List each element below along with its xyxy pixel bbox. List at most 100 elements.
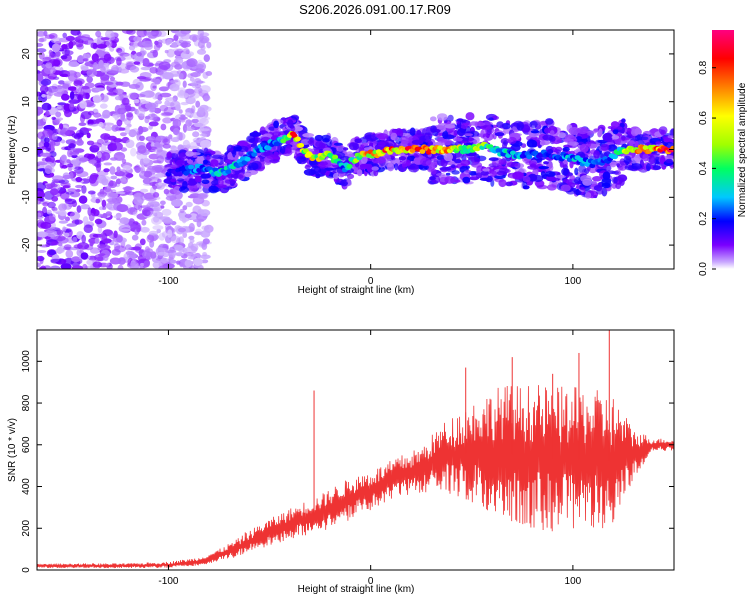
noise-blob [41,94,46,98]
halo-blob [472,136,480,144]
noise-blob [199,32,210,37]
noise-blob [140,165,145,174]
halo-blob [631,163,643,170]
noise-blob [37,231,48,238]
noise-blob [155,172,165,178]
noise-blob [178,109,183,114]
halo-blob [287,119,294,128]
noise-blob [37,182,46,191]
noise-blob [184,213,192,219]
noise-blob [37,191,46,198]
noise-blob [158,86,169,92]
halo-blob [488,157,499,162]
halo-blob [592,176,602,182]
halo-blob [496,121,504,129]
noise-blob [69,71,75,77]
noise-blob [94,237,100,244]
halo-blob [560,184,571,192]
halo-blob [629,157,641,164]
noise-blob [102,122,114,126]
noise-blob [105,202,113,209]
noise-blob [163,138,169,143]
noise-blob [37,124,44,130]
halo-blob [177,178,185,182]
ridge-point [225,169,232,175]
noise-blob [103,254,109,262]
noise-blob [49,151,57,158]
halo-blob [576,127,589,135]
halo-blob [405,159,411,167]
noise-blob [170,235,181,244]
halo-blob [498,167,509,174]
noise-blob [188,222,195,232]
halo-blob [430,168,437,175]
noise-blob [40,37,47,42]
halo-blob [598,128,603,137]
halo-blob [233,174,244,179]
noise-blob [156,145,163,153]
noise-blob [184,112,191,116]
ridge-point [265,145,272,151]
noise-blob [63,103,71,112]
noise-blob [37,106,44,115]
halo-blob [304,165,311,170]
noise-blob [43,141,50,148]
halo-blob [175,159,185,167]
halo-blob [530,130,540,134]
noise-blob [78,157,89,162]
noise-blob [178,116,188,120]
noise-blob [187,195,197,199]
halo-blob [646,163,651,172]
noise-blob [115,81,124,86]
noise-blob [179,208,185,214]
halo-blob [593,185,603,191]
noise-blob [82,263,88,269]
halo-blob [540,171,546,177]
noise-blob [191,118,199,124]
noise-blob [82,128,93,132]
noise-blob [39,85,49,94]
noise-blob [52,175,64,181]
noise-blob [137,145,147,154]
noise-blob [171,199,183,207]
halo-blob [465,165,470,169]
noise-blob [95,87,105,92]
noise-blob [68,102,75,111]
noise-blob [113,215,122,219]
noise-blob [119,228,131,232]
noise-blob [81,185,87,194]
noise-blob [116,119,123,127]
noise-blob [66,159,71,164]
noise-blob [118,222,125,226]
noise-blob [110,32,119,38]
halo-blob [616,163,621,167]
noise-blob [117,264,124,269]
halo-blob [623,155,632,164]
halo-blob [342,147,349,151]
noise-blob [154,40,159,46]
noise-blob [91,53,99,62]
noise-blob [158,61,171,70]
halo-blob [652,165,661,170]
noise-blob [68,40,74,49]
noise-blob [152,225,164,231]
halo-blob [447,114,454,122]
noise-blob [128,92,138,100]
halo-blob [439,166,452,171]
colorbar-gradient [712,30,734,269]
noise-blob [125,244,132,251]
halo-blob [179,186,189,193]
noise-blob [64,232,70,238]
noise-blob [134,164,141,174]
halo-blob [561,167,569,176]
noise-blob [203,95,211,101]
noise-blob [201,259,209,264]
halo-blob [648,155,656,165]
noise-blob [38,51,45,60]
halo-blob [307,140,314,145]
halo-blob [202,159,209,165]
noise-blob [193,257,203,266]
halo-blob [567,141,579,146]
halo-blob [273,151,279,157]
noise-blob [37,161,48,166]
